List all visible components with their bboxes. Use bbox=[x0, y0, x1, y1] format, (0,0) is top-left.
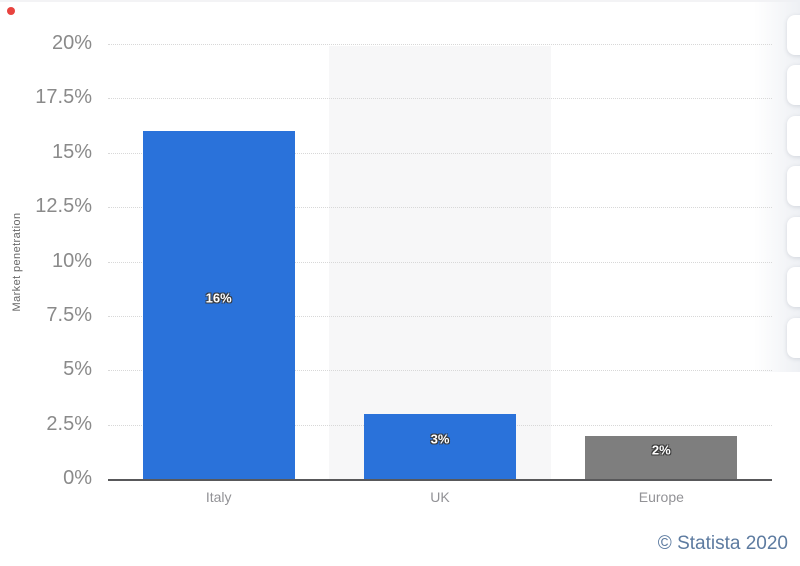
gridline bbox=[108, 44, 772, 45]
y-tick-label: 15% bbox=[51, 140, 92, 163]
x-category-label: Italy bbox=[205, 489, 232, 505]
gridline bbox=[108, 370, 772, 372]
red-dot-indicator bbox=[7, 7, 15, 15]
x-category-label: UK bbox=[430, 489, 450, 505]
side-toolbar bbox=[754, 0, 800, 372]
y-tick-label: 5% bbox=[63, 358, 92, 381]
top-border-line bbox=[0, 0, 800, 2]
y-tick-label: 7.5% bbox=[46, 303, 92, 326]
gridline bbox=[108, 98, 772, 100]
bar-uk[interactable] bbox=[364, 413, 516, 479]
x-category-label: Europe bbox=[638, 489, 684, 505]
side-toolbar-button[interactable] bbox=[787, 116, 800, 156]
bar-europe[interactable] bbox=[585, 435, 738, 479]
bar-value-label: 3% bbox=[430, 431, 450, 447]
side-toolbar-button[interactable] bbox=[787, 166, 800, 206]
highlight-band bbox=[329, 46, 551, 479]
x-axis-line bbox=[108, 479, 772, 481]
side-toolbar-button[interactable] bbox=[787, 318, 800, 358]
gridline bbox=[108, 261, 772, 263]
y-tick-label: 20% bbox=[51, 32, 92, 55]
y-tick-label: 10% bbox=[51, 249, 92, 272]
y-tick-label: 12.5% bbox=[35, 195, 92, 218]
gridline bbox=[108, 152, 772, 154]
y-tick-label: 17.5% bbox=[35, 86, 92, 109]
side-toolbar-button[interactable] bbox=[787, 217, 800, 257]
side-toolbar-button[interactable] bbox=[787, 267, 800, 307]
bar-italy[interactable] bbox=[142, 131, 295, 479]
y-tick-label: 0% bbox=[63, 467, 92, 490]
statista-credit: © Statista 2020 bbox=[657, 533, 788, 554]
y-tick-label: 2.5% bbox=[46, 412, 92, 435]
bar-value-label: 2% bbox=[651, 442, 671, 458]
side-toolbar-button[interactable] bbox=[787, 15, 800, 55]
gridline bbox=[108, 207, 772, 209]
bar-value-label: 16% bbox=[205, 290, 232, 306]
side-toolbar-button[interactable] bbox=[787, 65, 800, 105]
gridline bbox=[108, 315, 772, 317]
